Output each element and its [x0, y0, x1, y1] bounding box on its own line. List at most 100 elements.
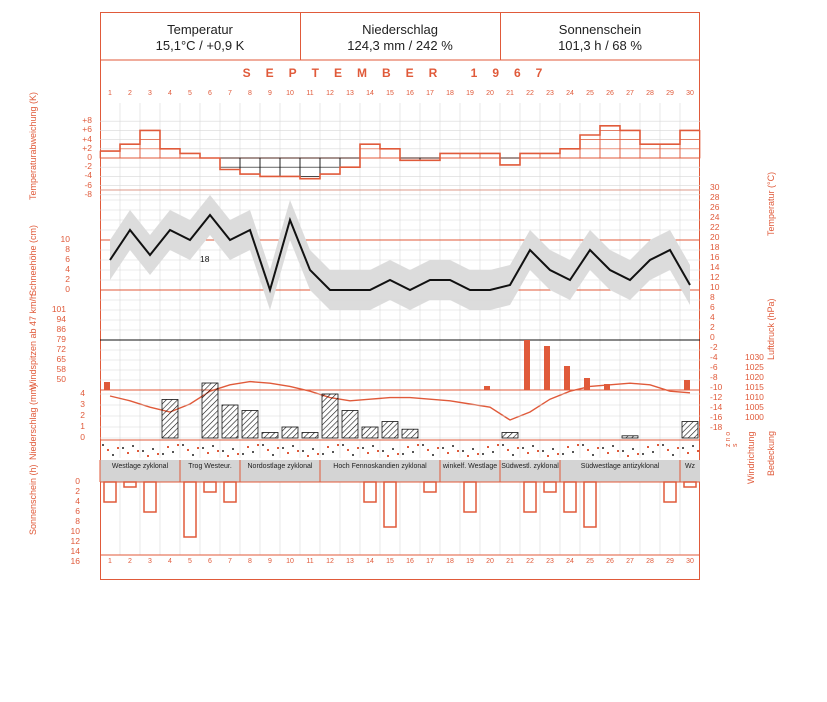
- wind-direction-dot: [602, 447, 604, 449]
- day-number: 14: [366, 90, 374, 97]
- wind-direction-dot: [262, 444, 264, 446]
- wind-direction-dot: [527, 452, 529, 454]
- temperature-tick: -10: [710, 382, 723, 392]
- temperature-tick: 24: [710, 212, 720, 222]
- sunshine-axis-label: Sonnenschein (h): [28, 464, 38, 535]
- sunshine-bar: [363, 481, 377, 503]
- temp-dev-bar: [159, 148, 181, 159]
- weather-type-label: Nordostlage zyklonal: [247, 463, 313, 470]
- precip-bar: [281, 426, 299, 439]
- temperature-tick: -8: [710, 372, 718, 382]
- header-precipitation: Niederschlag 124,3 mm / 242 %: [300, 12, 500, 60]
- wind-direction-dot: [322, 453, 324, 455]
- sunshine-bar: [383, 481, 397, 528]
- precip-bar: [401, 428, 419, 439]
- temperature-tick: -12: [710, 392, 723, 402]
- wind-direction-dot: [682, 447, 684, 449]
- wind-direction-dot: [667, 449, 669, 451]
- wind-direction-dot: [292, 445, 294, 447]
- precip-bar: [501, 432, 519, 439]
- wind-direction-dot: [357, 447, 359, 449]
- wind-direction-dot: [167, 446, 169, 448]
- sunshine-bar: [143, 481, 157, 513]
- day-number: 12: [326, 90, 334, 97]
- wind-direction-dot: [247, 446, 249, 448]
- wind-direction-dot: [532, 445, 534, 447]
- temperature-tick: 18: [710, 242, 720, 252]
- day-number: 25: [586, 90, 594, 97]
- day-number: 13: [346, 558, 354, 565]
- day-number: 13: [346, 90, 354, 97]
- header-divider: [500, 12, 501, 60]
- wind-direction-dot: [457, 450, 459, 452]
- wind-direction-dot: [692, 445, 694, 447]
- wind-direction-dot: [517, 447, 519, 449]
- wind-direction-dot: [107, 449, 109, 451]
- wind-direction-dot: [557, 453, 559, 455]
- temperature-tick: 16: [710, 252, 720, 262]
- day-number: 4: [168, 558, 172, 565]
- temp-dev-bar: [499, 157, 521, 166]
- wind-direction-dot: [512, 454, 514, 456]
- wind-direction-dot: [102, 444, 104, 446]
- day-number: 3: [148, 90, 152, 97]
- wind-tick: 79: [56, 334, 66, 344]
- temp-dev-bar: [239, 157, 261, 175]
- wind-direction-dot: [582, 444, 584, 446]
- sunshine-tick: 8: [75, 516, 80, 526]
- wind-direction-dot: [437, 447, 439, 449]
- wind-direction-dot: [367, 452, 369, 454]
- temperature-tick: 8: [710, 292, 715, 302]
- pressure-tick: 1020: [745, 372, 764, 382]
- wind-direction-dot: [567, 446, 569, 448]
- day-number: 17: [426, 90, 434, 97]
- precip-bar: [381, 421, 399, 439]
- sunshine-bar: [183, 481, 197, 538]
- wind-bar: [584, 378, 590, 390]
- wind-tick: 86: [56, 324, 66, 334]
- wind-tick: 94: [56, 314, 66, 324]
- wind-bar: [604, 384, 610, 390]
- sunshine-bar: [563, 481, 577, 513]
- temperature-tick: 28: [710, 192, 720, 202]
- day-number: 28: [646, 90, 654, 97]
- precip-bar: [221, 404, 239, 439]
- temperature-tick: 30: [710, 182, 720, 192]
- day-number: 22: [526, 90, 534, 97]
- wind-direction-dot: [472, 448, 474, 450]
- wind-direction-dot: [432, 454, 434, 456]
- wind-direction-dot: [482, 453, 484, 455]
- sunshine-tick: 16: [70, 556, 80, 566]
- wind-tick: 72: [56, 344, 66, 354]
- wind-direction-dot: [597, 447, 599, 449]
- day-number: 7: [228, 90, 232, 97]
- wind-direction-dot: [352, 454, 354, 456]
- sunshine-bar: [423, 481, 437, 493]
- day-number: 23: [546, 90, 554, 97]
- wind-direction-dot: [302, 450, 304, 452]
- day-number: 16: [406, 558, 414, 565]
- header-temperature: Temperatur 15,1°C / +0,9 K: [100, 12, 300, 60]
- temperature-tick: 2: [710, 322, 715, 332]
- temp-dev-bar: [319, 157, 341, 175]
- wind-direction-dot: [447, 452, 449, 454]
- cover-axis-label: Bedeckung: [766, 430, 776, 476]
- wind-bar: [544, 346, 550, 390]
- wind-direction-dot: [612, 445, 614, 447]
- weather-type-label: Südwestl. zyklonal: [501, 463, 559, 470]
- day-number: 1: [108, 558, 112, 565]
- temp-dev-bar: [359, 143, 381, 159]
- pressure-tick: 1025: [745, 362, 764, 372]
- wind-direction-dot: [552, 448, 554, 450]
- precip-bar: [201, 382, 219, 439]
- temp-dev-axis-label: Temperaturabweichung (K): [28, 91, 38, 200]
- day-number: 20: [486, 90, 494, 97]
- day-number: 4: [168, 90, 172, 97]
- day-number: 25: [586, 558, 594, 565]
- wind-direction-dot: [622, 450, 624, 452]
- wind-direction-dot: [192, 454, 194, 456]
- day-number: 10: [286, 90, 294, 97]
- precip-tick: 1: [80, 421, 85, 431]
- temp-dev-bar: [119, 143, 141, 159]
